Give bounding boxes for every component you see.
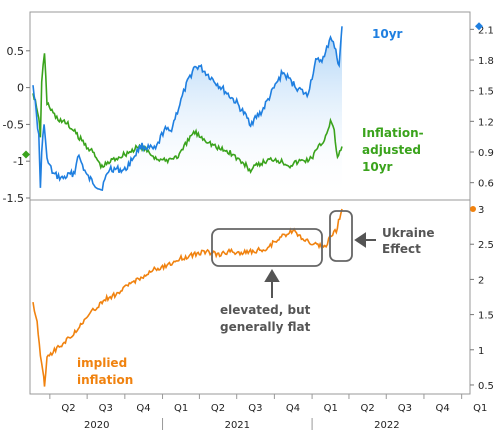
flat-period-box: [211, 228, 323, 267]
year-label: 2020: [84, 420, 109, 431]
flat-label-line2: generally flat: [220, 320, 311, 334]
left-axis-ticks: 0.5 0 -0.5 -1 -1.5: [3, 45, 30, 205]
real-label-line1: Inflation-: [362, 126, 424, 140]
real-yield-line: [32, 53, 343, 175]
nominal-area: [33, 26, 342, 198]
inflation-line: [32, 208, 343, 387]
bottom-panel-frame: [29, 199, 471, 395]
bottom-tick-label: 1.5: [478, 311, 494, 322]
left-tick-label: -1: [13, 155, 24, 168]
flat-arrow: [264, 269, 280, 298]
left-tick-label: 0: [17, 82, 24, 95]
quarter-label: Q1: [324, 403, 338, 414]
right-tick-label: 2.1: [478, 25, 494, 36]
ukraine-box: [329, 210, 353, 262]
quarter-label: Q3: [248, 403, 262, 414]
bottom-tick-label: 2: [478, 275, 484, 286]
nominal-yield-line: [32, 26, 343, 192]
quarter-label: Q4: [136, 403, 150, 414]
quarter-label: Q1: [174, 403, 188, 414]
nominal-yield-fill: [33, 26, 342, 198]
quarter-label: Q4: [435, 403, 449, 414]
quarter-label: Q2: [61, 403, 75, 414]
ukraine-arrow: [354, 232, 376, 248]
right-tick-label: 1.8: [478, 56, 494, 67]
x-axis: Q2 Q3 Q4 Q1 Q2 Q3 Q4 Q1 Q2 Q3 Q4 Q1 2020 2021 2022: [49, 394, 487, 431]
quarter-label: Q2: [360, 403, 374, 414]
flat-label-line1: elevated, but: [220, 303, 311, 317]
quarter-label: Q1: [473, 403, 487, 414]
real-end-marker: [22, 150, 30, 159]
year-label: 2022: [374, 420, 399, 431]
right-tick-label: 1.5: [478, 87, 494, 98]
end-markers: [22, 22, 483, 213]
quarter-label: Q4: [286, 403, 300, 414]
series-lines: [32, 26, 343, 387]
bottom-tick-label: 3: [478, 205, 484, 216]
right-axis-ticks: 2.1 1.8 1.5 1.2 0.9 0.6: [470, 25, 494, 190]
ukraine-label-line2: Effect: [382, 242, 421, 256]
inflation-label-line2: inflation: [77, 373, 133, 387]
right-tick-label: 0.6: [478, 179, 494, 190]
bottom-axis-ticks: 3 2.5 2 1.5 1 0.5: [470, 205, 494, 392]
left-tick-label: 0.5: [7, 45, 25, 58]
ukraine-label-line1: Ukraine: [382, 226, 435, 240]
real-label-line3: 10yr: [362, 160, 393, 174]
quarter-label: Q3: [398, 403, 412, 414]
year-label: 2021: [225, 420, 250, 431]
real-label-line2: adjusted: [362, 143, 421, 157]
right-tick-label: 1.2: [478, 117, 494, 128]
nominal-end-marker: [475, 22, 483, 31]
left-tick-label: -0.5: [3, 118, 24, 131]
nominal-label: 10yr: [372, 27, 403, 41]
bottom-tick-label: 0.5: [478, 381, 494, 392]
quarter-label: Q2: [211, 403, 225, 414]
inflation-label-line1: implied: [77, 356, 127, 370]
left-tick-label: -1.5: [3, 192, 24, 205]
inflation-end-marker: [470, 206, 476, 213]
right-tick-label: 0.9: [478, 148, 494, 159]
bottom-tick-label: 2.5: [478, 240, 494, 251]
quarter-label: Q3: [99, 403, 113, 414]
bottom-tick-label: 1: [478, 346, 484, 357]
